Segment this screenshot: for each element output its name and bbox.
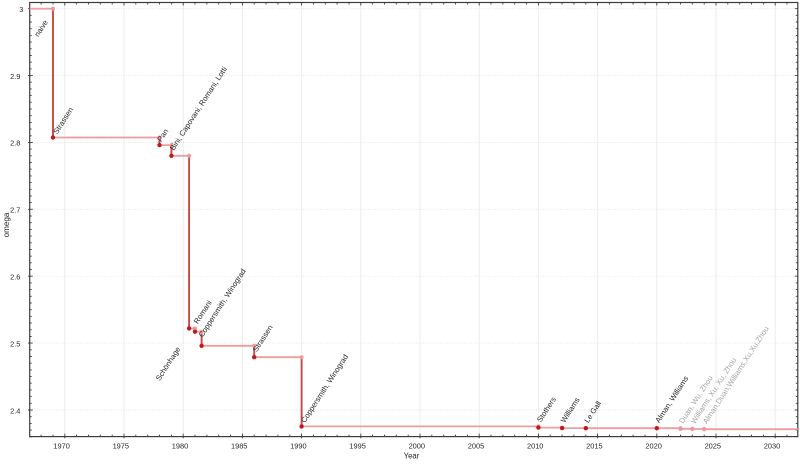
svg-text:2010: 2010 [527,441,543,450]
svg-text:2.4: 2.4 [10,406,20,415]
svg-text:1985: 1985 [231,441,247,450]
svg-text:2000: 2000 [409,441,425,450]
svg-text:1990: 1990 [290,441,306,450]
svg-text:2020: 2020 [645,441,661,450]
svg-text:3: 3 [19,5,23,14]
svg-text:2.9: 2.9 [10,72,20,81]
svg-text:Year: Year [404,452,420,460]
svg-text:1995: 1995 [349,441,365,450]
svg-text:2.5: 2.5 [10,339,20,348]
svg-text:2.6: 2.6 [10,273,20,282]
svg-text:2025: 2025 [705,441,721,450]
svg-text:2030: 2030 [764,441,780,450]
svg-text:2005: 2005 [468,441,484,450]
svg-text:omega: omega [2,212,11,237]
svg-text:2.7: 2.7 [10,206,20,215]
svg-text:2015: 2015 [586,441,602,450]
svg-text:1980: 1980 [172,441,188,450]
svg-text:1970: 1970 [53,441,69,450]
svg-text:2.8: 2.8 [10,139,20,148]
svg-text:1975: 1975 [113,441,129,450]
